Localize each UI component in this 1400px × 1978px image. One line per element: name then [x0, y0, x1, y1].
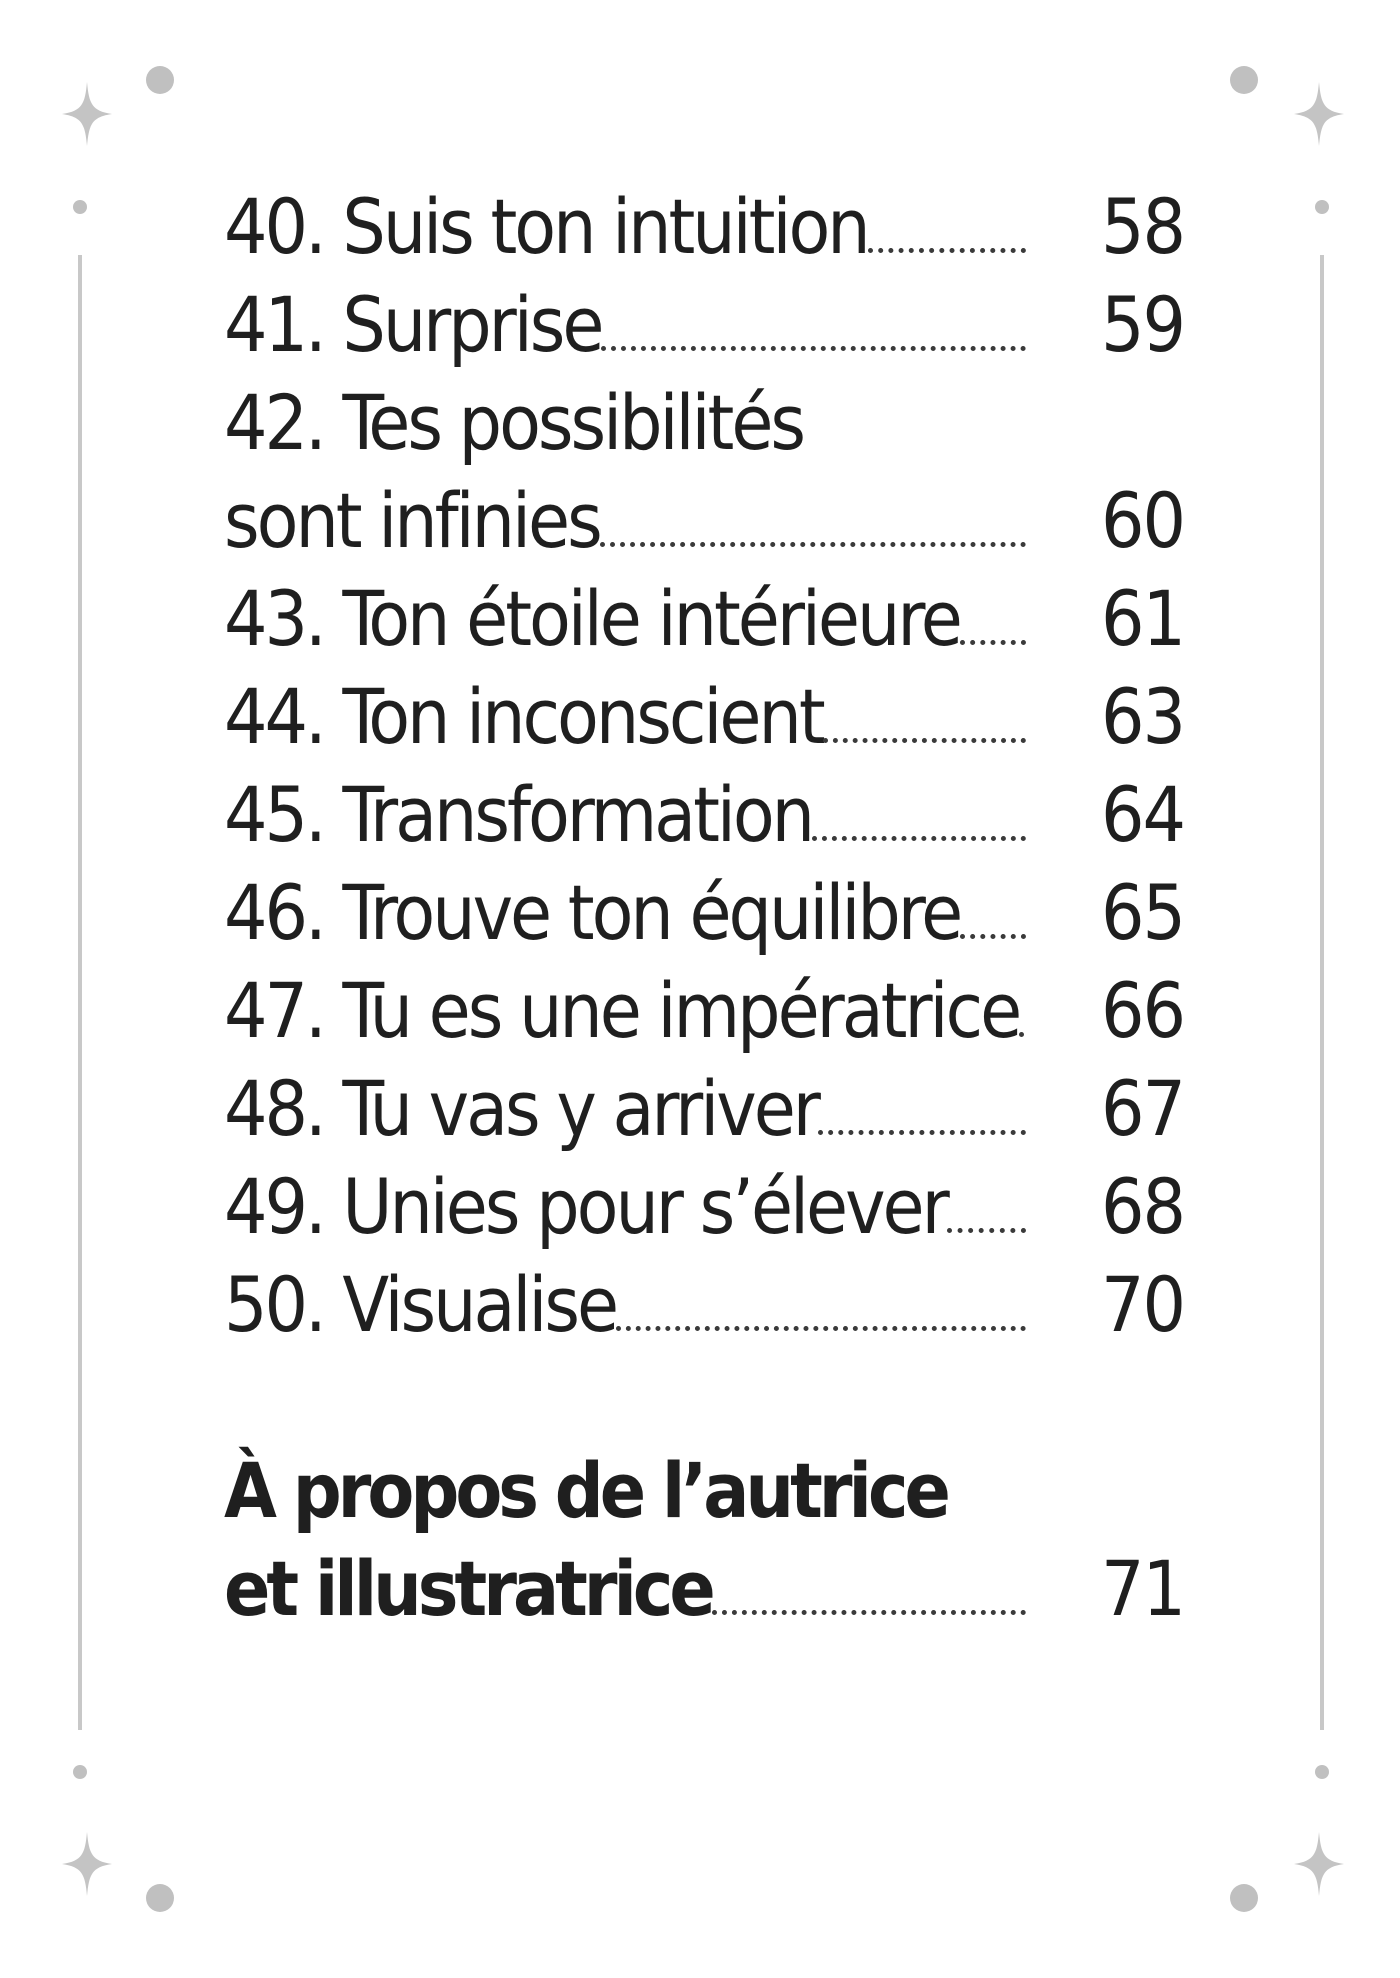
- toc-entry-title: 40. Suis ton intuition: [224, 182, 871, 271]
- toc-entry-49[interactable]: 49. Unies pour s’élever 68: [224, 1158, 1186, 1257]
- toc-entry-about-line2[interactable]: et illustratrice 71: [224, 1540, 1186, 1639]
- dot-leader: [601, 277, 1026, 375]
- toc-entry-page: 67: [1101, 1064, 1186, 1153]
- dot-icon: [146, 66, 174, 94]
- dot-leader: [867, 179, 1026, 277]
- sparkle-icon: [1294, 1832, 1344, 1896]
- dot-icon: [1315, 1765, 1329, 1779]
- dot-icon: [73, 200, 87, 214]
- dot-leader: [812, 767, 1026, 865]
- toc-entry-title: 41. Surprise: [224, 280, 604, 369]
- toc-entry-title: 50. Visualise: [224, 1260, 619, 1349]
- toc-entry-42-line1[interactable]: 42. Tes possibilités: [224, 374, 1184, 472]
- toc-entry-title: 49. Unies pour s’élever: [224, 1162, 950, 1251]
- toc-entry-title: À propos de l’autrice: [224, 1446, 951, 1535]
- dot-leader: [817, 1061, 1026, 1159]
- frame-line-left: [78, 255, 82, 1730]
- dot-icon: [1230, 66, 1258, 94]
- toc-entry-page: 68: [1101, 1162, 1186, 1251]
- dot-icon: [73, 1765, 87, 1779]
- toc-entry-page: 66: [1101, 966, 1186, 1055]
- toc-entry-title: sont infinies: [224, 476, 603, 565]
- toc-entry-about-line1[interactable]: À propos de l’autrice: [224, 1442, 1184, 1540]
- dot-leader: [822, 669, 1026, 767]
- toc-entry-page: 60: [1101, 476, 1186, 565]
- toc-entry-45[interactable]: 45. Transformation 64: [224, 766, 1186, 865]
- toc-entry-title: 45. Transformation: [224, 770, 815, 859]
- toc-entry-title: 46. Trouve ton équilibre: [224, 868, 963, 957]
- toc-entry-title: 42. Tes possibilités: [224, 378, 806, 467]
- toc-entry-page: 61: [1101, 574, 1186, 663]
- sparkle-icon: [62, 1832, 112, 1896]
- toc-entry-42-line2[interactable]: sont infinies 60: [224, 472, 1186, 571]
- section-gap: [224, 1354, 1184, 1442]
- dot-icon: [146, 1884, 174, 1912]
- dot-leader: [960, 865, 1026, 963]
- toc-entry-page: 71: [1101, 1544, 1186, 1633]
- toc-entry-page: 64: [1101, 770, 1186, 859]
- toc-entry-page: 65: [1101, 868, 1186, 957]
- dot-leader: [946, 1159, 1026, 1257]
- dot-leader: [616, 1257, 1026, 1355]
- toc-entry-47[interactable]: 47. Tu es une impératrice 66: [224, 962, 1186, 1061]
- dot-icon: [1315, 200, 1329, 214]
- toc-entry-43[interactable]: 43. Ton étoile intérieure 61: [224, 570, 1186, 669]
- toc-entry-46[interactable]: 46. Trouve ton équilibre 65: [224, 864, 1186, 963]
- toc-entry-title: et illustratrice: [224, 1544, 716, 1633]
- toc-entry-title: 48. Tu vas y arriver: [224, 1064, 821, 1153]
- sparkle-icon: [62, 82, 112, 146]
- toc-entry-40[interactable]: 40. Suis ton intuition 58: [224, 178, 1186, 277]
- toc-entry-page: 59: [1101, 280, 1186, 369]
- dot-leader: [711, 1541, 1026, 1639]
- table-of-contents: 40. Suis ton intuition 58 41. Surprise 5…: [224, 178, 1186, 1639]
- toc-entry-48[interactable]: 48. Tu vas y arriver 67: [224, 1060, 1186, 1159]
- dot-leader: [599, 473, 1026, 571]
- toc-entry-title: 47. Tu es une impératrice: [224, 966, 1022, 1055]
- dot-icon: [1230, 1884, 1258, 1912]
- toc-entry-title: 43. Ton étoile intérieure: [224, 574, 963, 663]
- toc-entry-page: 63: [1101, 672, 1186, 761]
- dot-leader: [959, 571, 1026, 669]
- toc-entry-page: 70: [1101, 1260, 1186, 1349]
- dot-leader: [1019, 963, 1026, 1061]
- toc-entry-41[interactable]: 41. Surprise 59: [224, 276, 1186, 375]
- toc-entry-44[interactable]: 44. Ton inconscient 63: [224, 668, 1186, 767]
- toc-entry-50[interactable]: 50. Visualise 70: [224, 1256, 1186, 1355]
- frame-line-right: [1320, 255, 1324, 1730]
- toc-entry-title: 44. Ton inconscient: [224, 672, 826, 761]
- sparkle-icon: [1294, 82, 1344, 146]
- toc-entry-page: 58: [1101, 182, 1186, 271]
